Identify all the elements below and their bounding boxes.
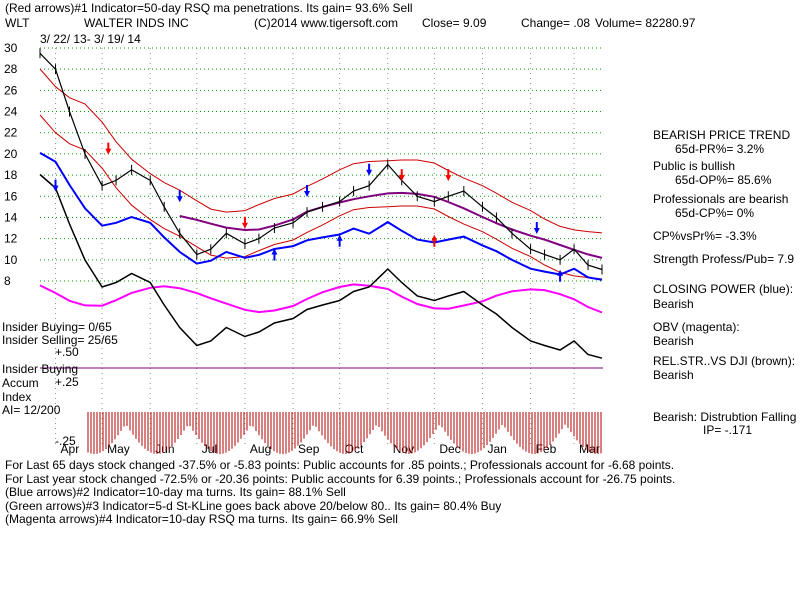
sell-arrow-icon <box>176 190 183 203</box>
obv-label: OBV (magenta): <box>653 320 740 334</box>
minus-25-label: -.25 <box>55 434 76 448</box>
copyright: (C)2014 www.tigersoft.com <box>254 16 399 30</box>
y-tick-label: 14 <box>4 210 18 224</box>
x-axis-ticks: AprMayJunJulAugSepOctNovDecJanFebMar <box>55 48 600 456</box>
professionals-status: Professionals are bearish <box>653 192 789 206</box>
indicator-lines <box>39 48 603 369</box>
y-tick-label: 26 <box>4 83 18 97</box>
buy-arrow-icon <box>271 248 278 261</box>
relstr-label: REL.STR..VS DJI (brown): <box>653 354 796 368</box>
y-tick-label: 8 <box>4 274 11 288</box>
plus-50-label: +.50 <box>55 345 79 359</box>
x-tick-label: Aug <box>250 442 271 456</box>
index-label: Index <box>2 390 32 404</box>
accum-label: Accum <box>2 376 39 390</box>
sell-arrow-icon <box>445 169 452 182</box>
public-status: Public is bullish <box>653 159 736 173</box>
footer-line-4: (Green arrows)#3 Indicator=5-d St-KLine … <box>5 499 502 513</box>
closing-power-value: Bearish <box>653 297 694 311</box>
y-axis-ticks: 8 10 12 14 16 18 20 22 24 26 28 30 <box>4 41 18 288</box>
trend-title: BEARISH PRICE TREND <box>653 128 791 142</box>
y-tick-label: 20 <box>4 147 18 161</box>
ma-upper-band <box>39 68 603 234</box>
change-value: Change= .08 <box>521 16 591 30</box>
relstr-value: Bearish <box>653 368 694 382</box>
y-tick-label: 10 <box>4 253 18 267</box>
ip-value: IP= -.171 <box>703 423 753 437</box>
y-tick-label: 28 <box>4 62 18 76</box>
sell-arrow-icon <box>398 169 405 182</box>
footer-line-5: (Magenta arrows)#4 Indicator=10-day RSQ … <box>5 512 398 526</box>
plus-25-label: +.25 <box>55 375 79 389</box>
y-tick-label: 12 <box>4 232 18 246</box>
ma-middle-line <box>179 191 603 259</box>
y-tick-label: 16 <box>4 189 18 203</box>
x-tick-label: Jan <box>487 442 506 456</box>
insider-buying-label: Insider Buying <box>2 362 79 376</box>
closing-power-line <box>39 152 603 281</box>
y-tick-label: 24 <box>4 105 18 119</box>
sell-arrow-icon <box>533 222 540 235</box>
accumulation-bars <box>87 412 602 454</box>
close-value: Close= 9.09 <box>422 16 487 30</box>
date-range: 3/ 22/ 13- 3/ 19/ 14 <box>40 32 141 46</box>
closing-power-label: CLOSING POWER (blue): <box>653 282 794 296</box>
op-value: 65d-OP%= 85.6% <box>675 173 772 187</box>
buy-arrow-icon <box>336 234 343 247</box>
buy-arrow-icon <box>557 269 564 282</box>
ai-value: AI= 12/200 <box>2 403 61 417</box>
chart-grid <box>40 47 602 282</box>
cp-vs-pr: CP%vsPr%= -3.3% <box>653 229 757 243</box>
ticker-symbol: WLT <box>5 16 30 30</box>
header-line-1: (Red arrows)#1 Indicator=50-day RSQ ma p… <box>5 1 413 15</box>
cp-value: 65d-CP%= 0% <box>675 206 755 220</box>
insider-buying-count: Insider Buying= 0/65 <box>2 320 112 334</box>
pr-value: 65d-PR%= 3.2% <box>675 142 765 156</box>
y-tick-label: 22 <box>4 126 18 140</box>
sell-arrow-icon <box>105 142 112 155</box>
buy-arrow-icon <box>431 234 438 247</box>
y-tick-label: 18 <box>4 168 18 182</box>
sell-arrow-icon <box>366 163 373 176</box>
x-tick-label: Apr <box>61 442 80 456</box>
footer-line-2: For Last year stock changed -72.5% or -2… <box>5 472 676 486</box>
x-tick-label: Feb <box>536 442 557 456</box>
relative-strength-line <box>39 173 603 359</box>
obv-line <box>39 283 603 314</box>
footer-line-1: For Last 65 days stock changed -37.5% or… <box>5 458 675 472</box>
ma-lower-band <box>39 114 603 280</box>
x-tick-label: Jul <box>202 442 217 456</box>
x-tick-label: Sep <box>298 442 320 456</box>
accum-status: Bearish: Distrubtion Falling <box>653 410 797 424</box>
company-name: WALTER INDS INC <box>84 16 189 30</box>
sell-arrow-icon <box>304 184 311 197</box>
x-tick-label: Dec <box>439 442 460 456</box>
signal-arrows <box>52 142 564 282</box>
volume-value: Volume= 82280.97 <box>595 16 696 30</box>
insider-selling-count: Insider Selling= 25/65 <box>2 333 118 347</box>
x-tick-label: May <box>107 442 130 456</box>
footer-line-3: (Blue arrows)#2 Indicator=10-day ma turn… <box>5 485 346 499</box>
strength-ratio: Strength Profess/Pub= 7.9 <box>653 252 795 266</box>
sell-arrow-icon <box>52 179 59 192</box>
sell-arrow-icon <box>241 216 248 229</box>
y-tick-label: 30 <box>4 41 18 55</box>
obv-value: Bearish <box>653 334 694 348</box>
